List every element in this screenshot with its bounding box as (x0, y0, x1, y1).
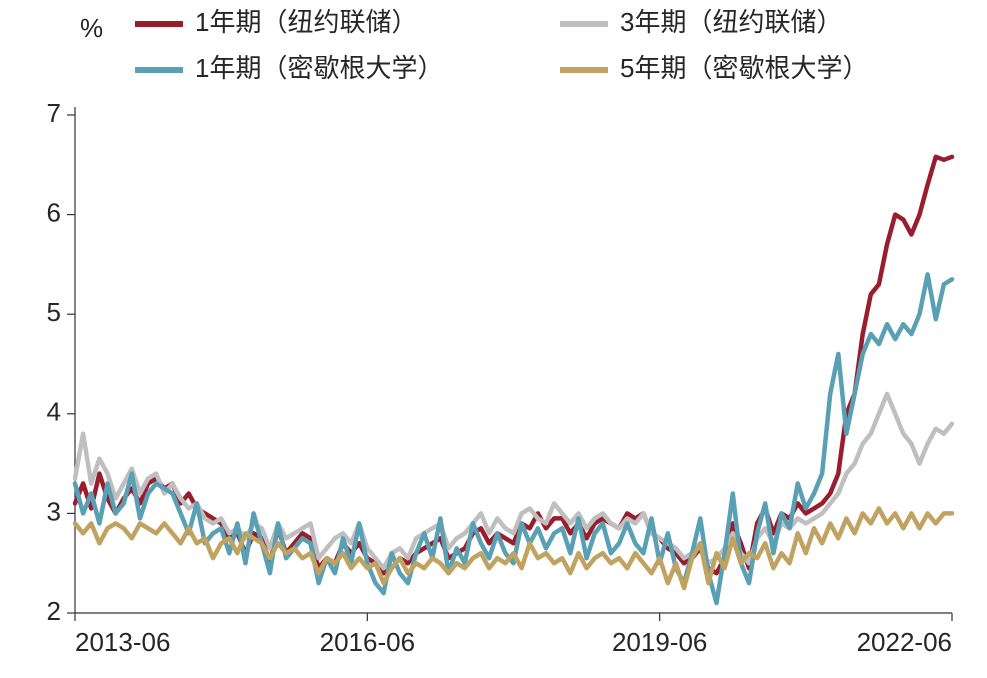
legend-label: 1年期（纽约联储） (195, 7, 417, 37)
y-tick-label: 5 (47, 297, 61, 327)
y-tick-label: 2 (47, 596, 61, 626)
y-tick-label: 6 (47, 197, 61, 227)
chart-svg: 2 3 4 5 6 7% 2013-06 2016-06 2019-06 2022-06 1年期（纽… (0, 0, 987, 678)
legend-label: 3年期（纽约联储） (620, 7, 842, 37)
series-line (75, 157, 952, 573)
x-tick-label: 2013-06 (75, 627, 170, 657)
y-tick-label: 4 (47, 397, 61, 427)
x-tick-label: 2019-06 (612, 627, 707, 657)
y-tick-label: 7 (47, 98, 61, 128)
y-tick-label: 3 (47, 496, 61, 526)
legend-label: 5年期（密歇根大学） (620, 53, 868, 83)
legend-label: 1年期（密歇根大学） (195, 53, 443, 83)
x-tick-label: 2016-06 (320, 627, 415, 657)
x-tick-label: 2022-06 (857, 627, 952, 657)
y-axis-unit: % (80, 13, 103, 43)
inflation-expectations-chart: 2 3 4 5 6 7% 2013-06 2016-06 2019-06 2022-06 1年期（纽… (0, 0, 987, 678)
